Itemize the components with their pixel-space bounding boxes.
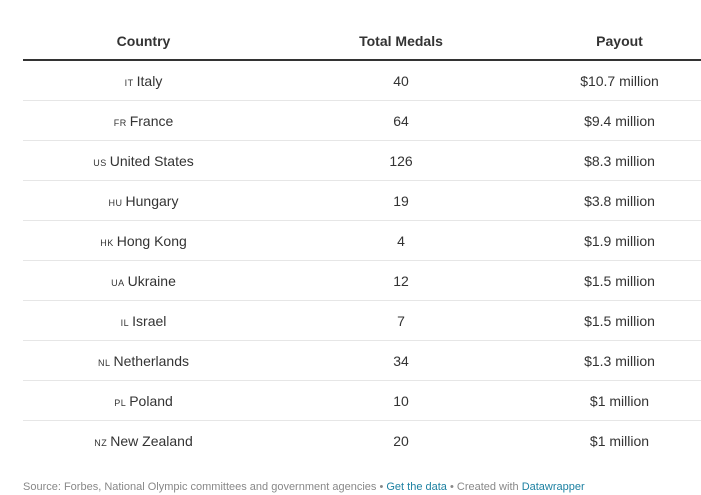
country-flag-code: NL: [97, 357, 111, 368]
cell-payout: $3.8 million: [538, 180, 701, 221]
medals-payout-table-container: Country Total Medals Payout IT Italy 40 $10…: [23, 22, 701, 460]
cell-total-medals: 40: [264, 60, 538, 101]
cell-payout: $1.5 million: [538, 260, 701, 301]
country-name: United States: [109, 152, 194, 169]
country-flag-code: HU: [108, 197, 123, 208]
country-name: Netherlands: [113, 352, 190, 369]
table-row: IL Israel 7 $1.5 million: [23, 300, 701, 341]
cell-country: IL Israel: [23, 300, 264, 341]
country-name: Poland: [129, 392, 173, 409]
table-row: PL Poland 10 $1 million: [23, 380, 701, 421]
country-flag-code: NZ: [94, 437, 108, 448]
get-the-data-link[interactable]: Get the data: [386, 481, 447, 493]
source-note: Source: Forbes, National Olympic committ…: [23, 481, 377, 493]
cell-total-medals: 126: [264, 140, 538, 181]
country-flag-code: IL: [120, 317, 130, 328]
cell-country: HU Hungary: [23, 180, 264, 221]
cell-total-medals: 10: [264, 380, 538, 421]
cell-country: UA Ukraine: [23, 260, 264, 301]
table-header-row: Country Total Medals Payout: [23, 22, 701, 61]
header-total-medals[interactable]: Total Medals: [264, 22, 538, 61]
cell-payout: $8.3 million: [538, 140, 701, 181]
country-flag-code: IT: [124, 77, 134, 88]
country-name: Israel: [132, 312, 167, 329]
medals-payout-table: Country Total Medals Payout IT Italy 40 $10…: [23, 22, 701, 460]
cell-total-medals: 19: [264, 180, 538, 221]
country-flag-code: FR: [113, 117, 127, 128]
cell-total-medals: 20: [393, 432, 409, 449]
footer-separator: •: [376, 481, 387, 493]
chart-footer: Source: Forbes, National Olympic committ…: [23, 481, 585, 493]
country-name: New Zealand: [110, 432, 193, 449]
created-with-text: • Created with: [446, 481, 522, 493]
cell-payout: $10.7 million: [538, 60, 701, 101]
cell-country: FR France: [23, 100, 264, 141]
cell-total-medals: 7: [264, 300, 538, 341]
country-flag-code: HK: [100, 237, 114, 248]
cell-payout: $1.5 million: [538, 300, 701, 341]
datawrapper-link[interactable]: Datawrapper: [521, 481, 585, 493]
country-name: France: [129, 112, 174, 129]
header-country[interactable]: Country: [23, 22, 264, 61]
country-name: Italy: [136, 72, 163, 89]
cell-total-medals: 34: [264, 340, 538, 381]
country-name: Hungary: [125, 192, 179, 209]
header-payout[interactable]: Payout: [538, 22, 701, 61]
cell-payout: $9.4 million: [538, 100, 701, 141]
cell-country: NL Netherlands: [23, 340, 264, 381]
table-row: NL Netherlands 34 $1.3 million: [23, 340, 701, 381]
country-flag-code: UA: [111, 277, 125, 288]
country-name: Hong Kong: [116, 232, 187, 249]
table-row: NZ New Zealand 20 $1 million: [23, 421, 701, 461]
table-row: IT Italy 40 $10.7 million: [23, 60, 701, 101]
cell-payout: $1.9 million: [538, 220, 701, 261]
country-flag-code: PL: [114, 397, 127, 408]
cell-payout: $1.3 million: [538, 340, 701, 381]
cell-payout: $1 million: [538, 380, 701, 421]
cell-total-medals: 12: [264, 260, 538, 301]
table-row: HK Hong Kong 4 $1.9 million: [23, 220, 701, 261]
country-name: Ukraine: [127, 272, 176, 289]
cell-payout: $1 million: [589, 432, 650, 449]
cell-country: NZ New Zealand: [23, 421, 264, 461]
table-row: UA Ukraine 12 $1.5 million: [23, 260, 701, 301]
cell-country: PL Poland: [23, 380, 264, 421]
table-body: IT Italy 40 $10.7 million FR France 64 $9.4 mil…: [23, 60, 701, 460]
cell-total-medals: 64: [264, 100, 538, 141]
country-flag-code: US: [93, 157, 107, 168]
cell-country: HK Hong Kong: [23, 220, 264, 261]
cell-country: US United States: [23, 140, 264, 181]
table-row: FR France 64 $9.4 million: [23, 100, 701, 141]
cell-country: IT Italy: [23, 60, 264, 101]
table-row: HU Hungary 19 $3.8 million: [23, 180, 701, 221]
table-row: US United States 126 $8.3 million: [23, 140, 701, 181]
cell-total-medals: 4: [264, 220, 538, 261]
